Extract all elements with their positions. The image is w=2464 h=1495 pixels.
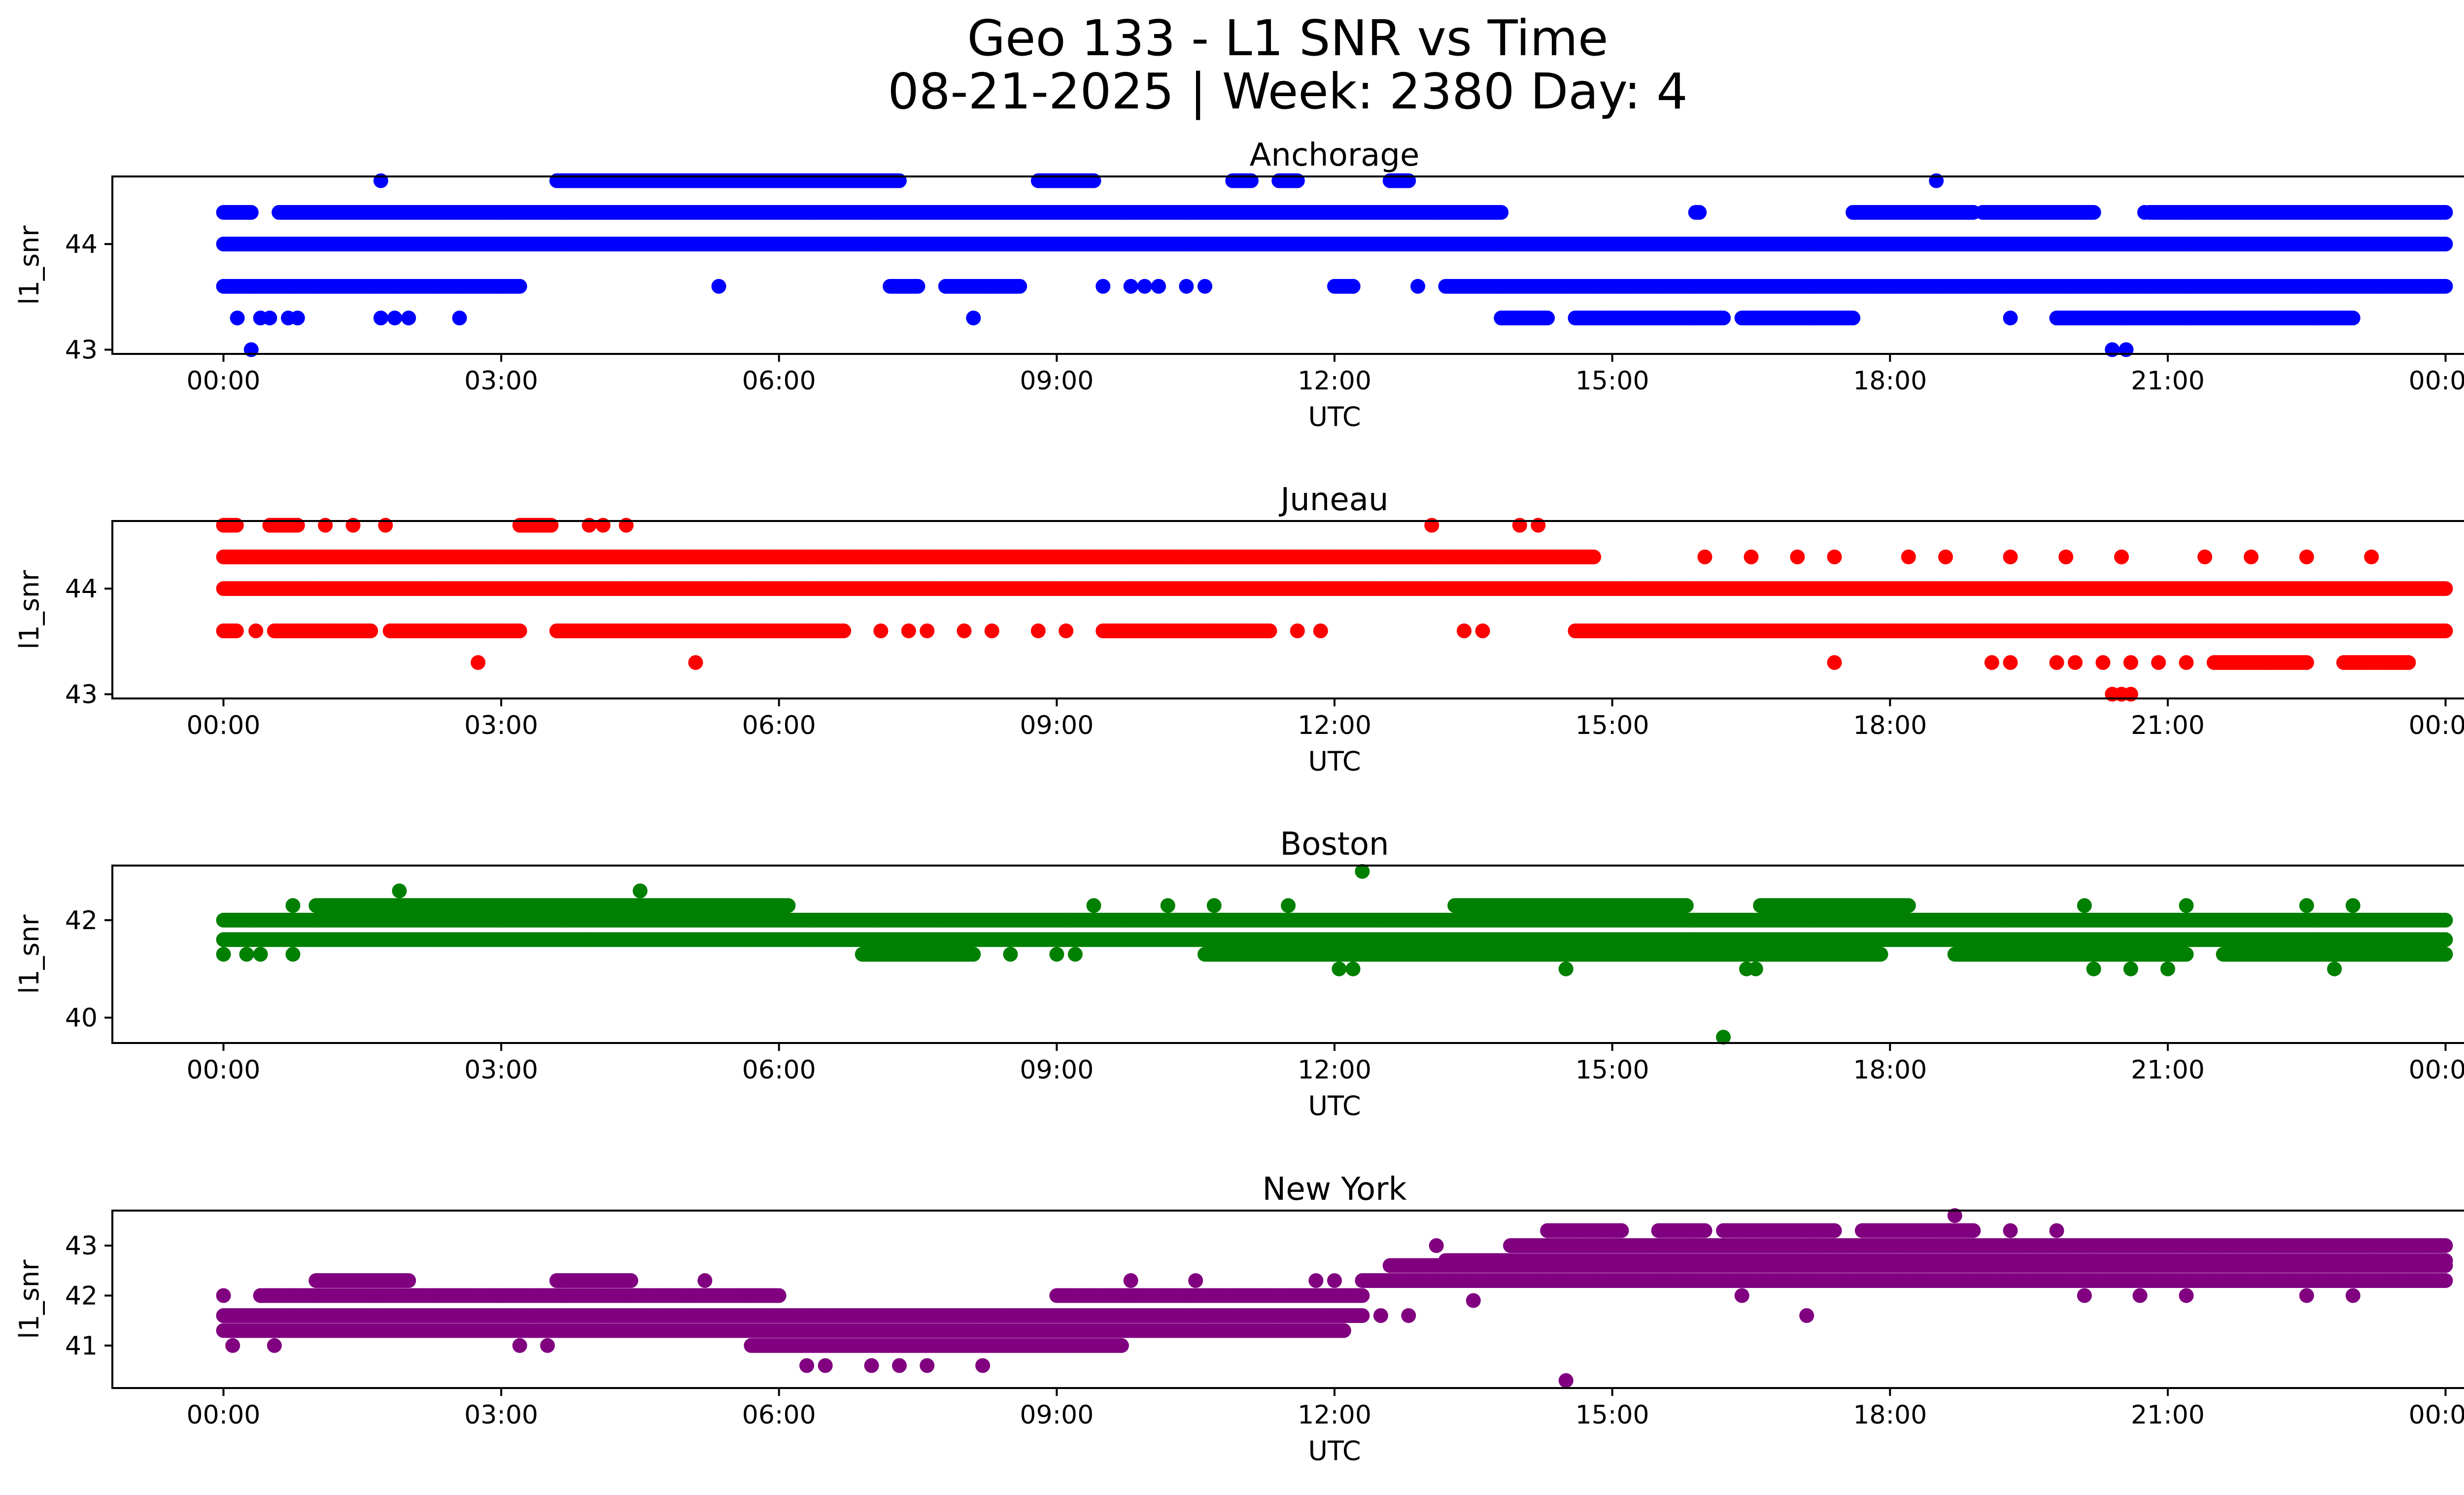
data-point <box>711 278 726 294</box>
x-tick-label: 03:00 <box>464 366 538 396</box>
data-point <box>1012 278 1027 294</box>
x-axis-label: UTC <box>1308 401 1361 432</box>
data-point <box>1410 278 1426 294</box>
data-point <box>1179 278 1194 294</box>
x-tick-label: 12:00 <box>1298 366 1371 396</box>
y-tick-label: 43 <box>65 335 98 365</box>
subplot-title: Anchorage <box>1250 137 1420 174</box>
data-point <box>1137 278 1152 294</box>
data-point <box>2086 205 2101 220</box>
x-tick-label: 15:00 <box>1575 366 1649 396</box>
figure-title-line1: Geo 133 - L1 SNR vs Time <box>967 9 1608 67</box>
data-point <box>401 311 416 326</box>
data-point <box>910 278 925 294</box>
data-point <box>1151 278 1166 294</box>
data-point <box>452 311 467 326</box>
data-point <box>2438 581 2453 596</box>
data-point <box>1095 278 1111 294</box>
scatter-series <box>216 173 2453 357</box>
panel-anchorage: Anchorage 00:00 03:00 06:00 09:00 12:00 15:00 1… <box>14 137 2464 432</box>
data-point <box>2438 205 2453 220</box>
data-point <box>1846 311 1861 326</box>
data-point <box>1494 205 1509 220</box>
data-point <box>243 205 259 220</box>
data-point <box>1198 278 1212 294</box>
data-point <box>1692 205 1707 220</box>
x-tick-label: 00:00 <box>2409 366 2464 396</box>
data-point <box>1716 311 1731 326</box>
data-point <box>387 311 402 326</box>
data-point <box>512 278 527 294</box>
y-axis-label: l1_snr <box>14 225 45 305</box>
data-point <box>2137 205 2152 220</box>
subplot-title: Juneau <box>1278 482 1388 518</box>
data-point <box>230 311 245 326</box>
data-point <box>1123 278 1138 294</box>
data-point <box>1540 311 1555 326</box>
data-point <box>373 311 388 326</box>
data-point <box>290 311 305 326</box>
panels-group: Anchorage 00:00 03:00 06:00 09:00 12:00 15:00 1… <box>14 137 2464 1466</box>
data-point <box>262 311 277 326</box>
x-tick-label: 06:00 <box>742 366 816 396</box>
x-tick-label: 18:00 <box>1853 366 1927 396</box>
data-point <box>2438 237 2453 252</box>
data-point <box>1345 278 1361 294</box>
data-point <box>966 311 981 326</box>
x-tick-label: 09:00 <box>1020 366 1094 396</box>
figure-title-line2: 08-21-2025 | Week: 2380 Day: 4 <box>888 63 1687 120</box>
data-point <box>2438 278 2453 294</box>
y-tick-label: 44 <box>65 230 98 259</box>
x-tick-label: 00:00 <box>187 366 261 396</box>
data-point <box>2003 311 2018 326</box>
x-tick-label: 21:00 <box>2131 366 2205 396</box>
data-point <box>2345 311 2361 326</box>
